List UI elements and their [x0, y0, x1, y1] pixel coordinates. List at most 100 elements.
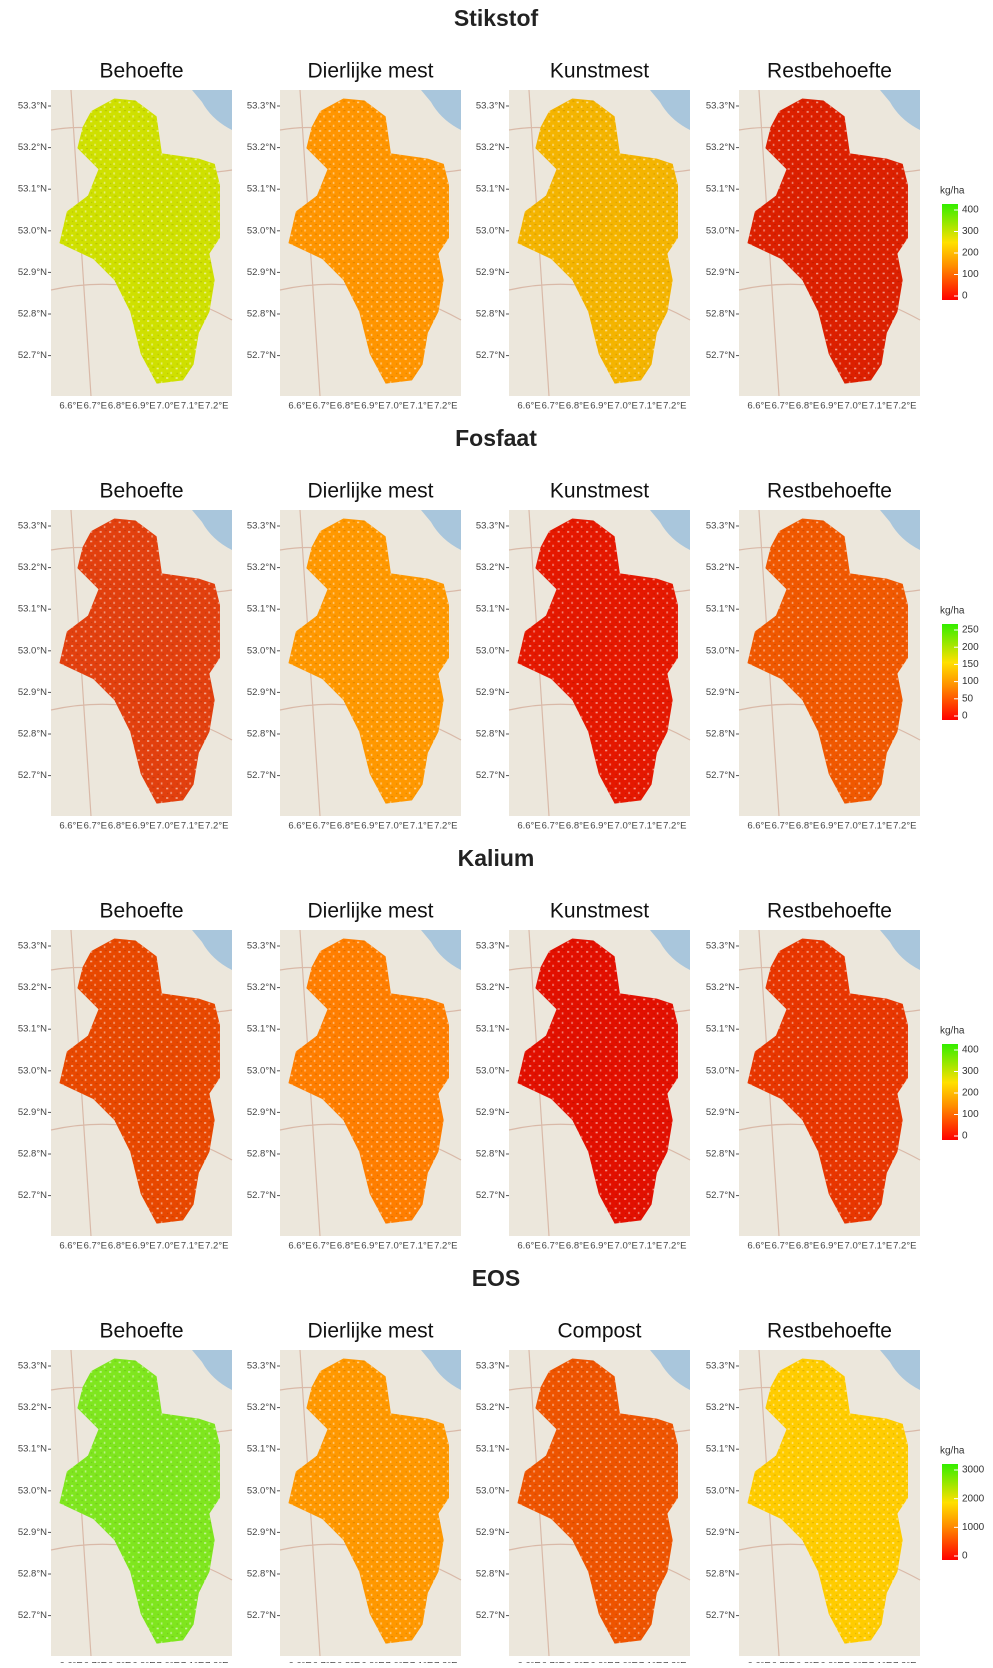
lat-tick-label: 52.9°N — [706, 687, 735, 698]
legend-tick-label: 3000 — [962, 1465, 985, 1476]
panel-title: Behoefte — [99, 60, 183, 83]
panel-title: Behoefte — [99, 480, 183, 503]
lat-tick-label: 53.1°N — [476, 184, 505, 195]
legend-colorbar — [942, 1464, 958, 1560]
lat-tick-label: 53.3°N — [247, 1361, 276, 1372]
lat-tick-label: 53.2°N — [18, 982, 47, 993]
lat-tick-label: 53.0°N — [706, 225, 735, 236]
panel-title: Dierlijke mest — [307, 480, 433, 503]
lat-tick-label: 53.3°N — [18, 1361, 47, 1372]
lon-tick-label: 7.0°E — [845, 1241, 868, 1252]
lon-tick-label: 7.1°E — [869, 401, 892, 412]
lat-tick-label: 52.7°N — [706, 1610, 735, 1621]
lat-tick-label: 53.2°N — [247, 982, 276, 993]
lat-tick-label: 52.9°N — [476, 687, 505, 698]
lon-tick-label: 7.0°E — [386, 1241, 409, 1252]
lon-tick-label: 7.1°E — [639, 821, 662, 832]
legend-tick-label: 50 — [962, 693, 974, 704]
legend-tick-label: 0 — [962, 1131, 968, 1142]
section-title: Fosfaat — [455, 425, 537, 451]
lat-tick-label: 53.0°N — [476, 225, 505, 236]
lat-tick-label: 52.9°N — [706, 1107, 735, 1118]
lat-tick-label: 52.7°N — [706, 350, 735, 361]
lon-tick-label: 6.7°E — [772, 1241, 795, 1252]
lat-tick-label: 53.2°N — [476, 1402, 505, 1413]
lat-tick-label: 53.2°N — [18, 1402, 47, 1413]
lon-tick-label: 7.1°E — [181, 401, 204, 412]
lat-tick-label: 53.3°N — [476, 101, 505, 112]
panel-title: Behoefte — [99, 1320, 183, 1343]
lat-tick-label: 52.9°N — [476, 1527, 505, 1538]
lat-tick-label: 52.8°N — [476, 309, 505, 320]
panel-title: Dierlijke mest — [307, 1320, 433, 1343]
panel-title: Restbehoefte — [767, 900, 892, 923]
lat-tick-label: 52.8°N — [18, 309, 47, 320]
lat-tick-label: 53.3°N — [476, 941, 505, 952]
legend-tick-label: 100 — [962, 1109, 979, 1120]
lat-tick-label: 53.3°N — [706, 101, 735, 112]
lat-tick-label: 53.0°N — [706, 1485, 735, 1496]
figure: Stikstof Behoefte 53.3°N 53.2°N 53.1°N 53.0°N… — [0, 0, 993, 1663]
lat-tick-label: 52.7°N — [476, 1190, 505, 1201]
panel-title: Kunstmest — [550, 60, 649, 83]
lon-tick-label: 6.9°E — [361, 401, 384, 412]
lon-tick-label: 6.8°E — [796, 821, 819, 832]
map-panel — [509, 1350, 690, 1656]
legend-tick-label: 200 — [962, 1088, 979, 1099]
legend-title: kg/ha — [940, 606, 965, 617]
lat-tick-label: 53.0°N — [476, 645, 505, 656]
lat-tick-label: 53.1°N — [18, 1024, 47, 1035]
lat-tick-label: 53.0°N — [476, 1065, 505, 1076]
lon-tick-label: 6.6°E — [288, 401, 311, 412]
lon-tick-label: 7.2°E — [205, 401, 228, 412]
lat-tick-label: 53.3°N — [476, 1361, 505, 1372]
lat-tick-label: 52.8°N — [247, 1149, 276, 1160]
lon-tick-label: 6.8°E — [108, 401, 131, 412]
lon-tick-label: 6.8°E — [337, 1241, 360, 1252]
lat-tick-label: 52.7°N — [476, 1610, 505, 1621]
lon-tick-label: 7.1°E — [181, 821, 204, 832]
lat-tick-label: 52.8°N — [18, 729, 47, 740]
lon-tick-label: 7.0°E — [157, 1241, 180, 1252]
map-panel — [51, 930, 232, 1236]
lon-tick-label: 6.9°E — [361, 1241, 384, 1252]
lat-tick-label: 52.7°N — [706, 1190, 735, 1201]
lat-tick-label: 53.0°N — [18, 645, 47, 656]
section-title: Stikstof — [454, 5, 539, 31]
lon-tick-label: 7.2°E — [663, 1241, 686, 1252]
lon-tick-label: 7.0°E — [845, 401, 868, 412]
lon-tick-label: 6.7°E — [313, 821, 336, 832]
lat-tick-label: 53.2°N — [706, 1402, 735, 1413]
panel-title: Kunstmest — [550, 480, 649, 503]
lat-tick-label: 53.1°N — [18, 184, 47, 195]
lon-tick-label: 6.8°E — [108, 1241, 131, 1252]
panel-title: Kunstmest — [550, 900, 649, 923]
lat-tick-label: 53.0°N — [247, 1065, 276, 1076]
lat-tick-label: 53.0°N — [18, 225, 47, 236]
legend-tick-label: 300 — [962, 226, 979, 237]
panel-title: Restbehoefte — [767, 1320, 892, 1343]
map-panel — [280, 90, 461, 396]
map-panel — [280, 930, 461, 1236]
lon-tick-label: 7.0°E — [386, 401, 409, 412]
lat-tick-label: 52.8°N — [247, 729, 276, 740]
lon-tick-label: 7.2°E — [893, 1241, 916, 1252]
lon-tick-label: 6.6°E — [747, 1241, 770, 1252]
panel-title: Restbehoefte — [767, 60, 892, 83]
legend-tick-label: 150 — [962, 659, 979, 670]
lat-tick-label: 53.2°N — [247, 1402, 276, 1413]
lat-tick-label: 52.7°N — [18, 350, 47, 361]
legend-tick-label: 100 — [962, 269, 979, 280]
legend-tick-label: 0 — [962, 1551, 968, 1562]
lat-tick-label: 52.7°N — [247, 1190, 276, 1201]
lon-tick-label: 7.2°E — [893, 821, 916, 832]
lon-tick-label: 7.2°E — [893, 401, 916, 412]
legend-tick-label: 0 — [962, 711, 968, 722]
lat-tick-label: 53.3°N — [247, 101, 276, 112]
lon-tick-label: 6.8°E — [108, 821, 131, 832]
legend-title: kg/ha — [940, 186, 965, 197]
lon-tick-label: 7.0°E — [615, 401, 638, 412]
lat-tick-label: 52.9°N — [18, 1527, 47, 1538]
lon-tick-label: 6.6°E — [517, 401, 540, 412]
lon-tick-label: 7.1°E — [410, 821, 433, 832]
